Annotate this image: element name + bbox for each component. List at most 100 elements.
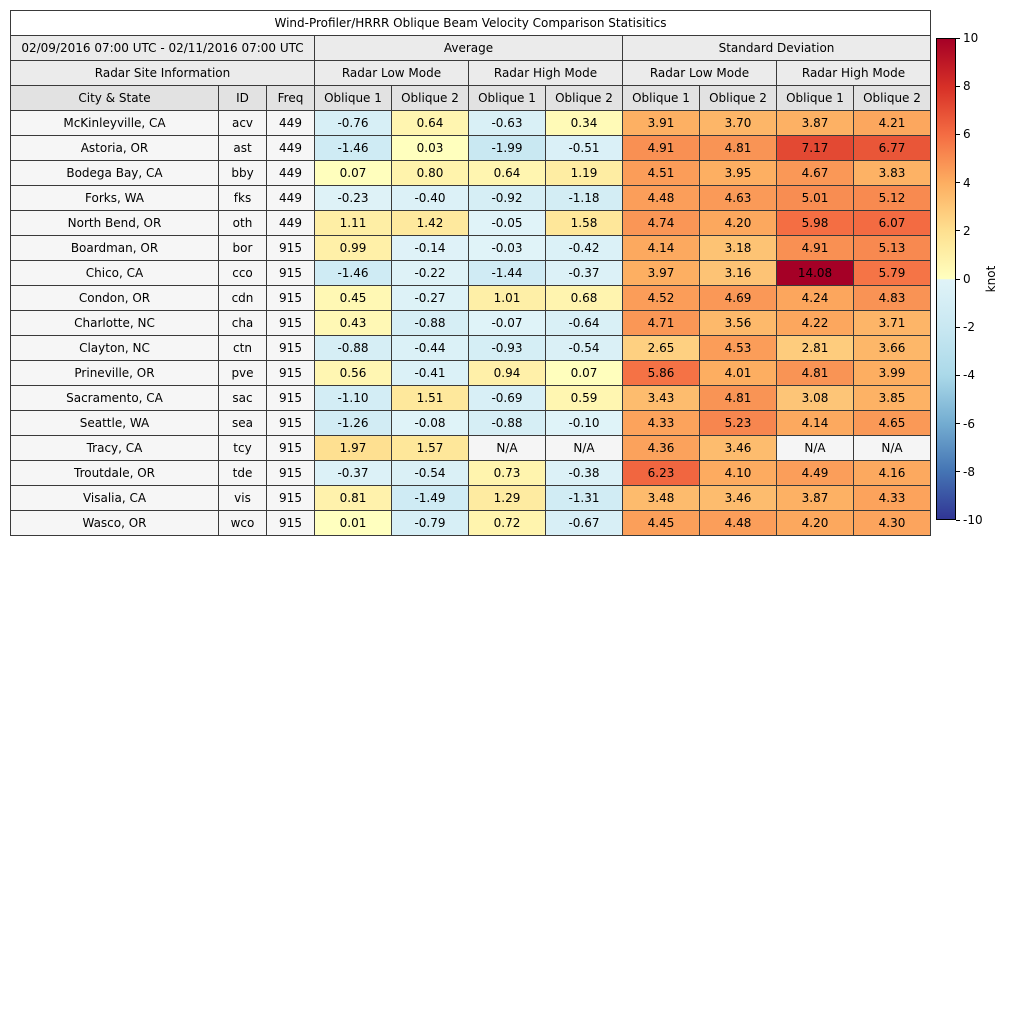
- colorbar-tick-mark: [956, 85, 960, 87]
- colorbar-tick-mark: [956, 471, 960, 473]
- value-cell: 3.43: [622, 385, 700, 411]
- value-cell: 3.95: [699, 160, 777, 186]
- colorbar-tick-label: 6: [963, 127, 971, 142]
- table-row: Bodega Bay, CA bby 449 0.07 0.80 0.64 1.19 4.51…: [10, 160, 931, 186]
- value-cell: 4.91: [776, 235, 854, 261]
- value-cell: 0.73: [468, 460, 546, 486]
- value-cell: 4.51: [622, 160, 700, 186]
- table-head: Wind-Profiler/HRRR Oblique Beam Velocity…: [10, 10, 931, 111]
- colorbar-tick-label: -2: [963, 320, 975, 335]
- colorbar-label: knot: [984, 265, 998, 293]
- oblique2-column-header: Oblique 2: [391, 85, 469, 111]
- value-cell: -0.42: [545, 235, 623, 261]
- value-cell: 0.34: [545, 110, 623, 136]
- freq-cell: 449: [266, 210, 315, 236]
- value-cell: 0.94: [468, 360, 546, 386]
- value-cell: 3.83: [853, 160, 931, 186]
- value-cell: 4.71: [622, 310, 700, 336]
- value-cell: -0.38: [545, 460, 623, 486]
- colorbar-tick-mark: [956, 37, 960, 39]
- value-cell: -0.79: [391, 510, 469, 536]
- value-cell: -0.54: [391, 460, 469, 486]
- colorbar-tick-label: -6: [963, 416, 975, 431]
- value-cell: 4.67: [776, 160, 854, 186]
- value-cell: 0.59: [545, 385, 623, 411]
- value-cell: 4.74: [622, 210, 700, 236]
- value-cell: -0.27: [391, 285, 469, 311]
- colorbar: 10 8 6 4 2 0 -2 -4 -6 -8 -10: [936, 31, 983, 527]
- site-id-cell: pve: [218, 360, 267, 386]
- freq-cell: 915: [266, 510, 315, 536]
- site-id-cell: cha: [218, 310, 267, 336]
- site-id-cell: acv: [218, 110, 267, 136]
- value-cell: 0.80: [391, 160, 469, 186]
- value-cell: 3.87: [776, 485, 854, 511]
- oblique2-column-header: Oblique 2: [853, 85, 931, 111]
- colorbar-tick-mark: [956, 278, 960, 280]
- site-id-cell: cdn: [218, 285, 267, 311]
- site-id-cell: cco: [218, 260, 267, 286]
- oblique2-column-header: Oblique 2: [545, 85, 623, 111]
- value-cell: -1.18: [545, 185, 623, 211]
- table-body: McKinleyville, CA acv 449 -0.76 0.64 -0.63 0.3…: [10, 110, 931, 536]
- table-row: Clayton, NC ctn 915 -0.88 -0.44 -0.93 -0.54 2.6…: [10, 335, 931, 361]
- value-cell: 3.91: [622, 110, 700, 136]
- city-cell: Condon, OR: [10, 285, 219, 311]
- value-cell: 5.01: [776, 185, 854, 211]
- value-cell: -0.92: [468, 185, 546, 211]
- freq-cell: 915: [266, 460, 315, 486]
- value-cell: -1.99: [468, 135, 546, 161]
- value-cell: 4.52: [622, 285, 700, 311]
- value-cell: -0.08: [391, 410, 469, 436]
- value-cell: -0.64: [545, 310, 623, 336]
- value-cell: -0.88: [314, 335, 392, 361]
- city-cell: Tracy, CA: [10, 435, 219, 461]
- oblique1-column-header: Oblique 1: [622, 85, 700, 111]
- group-header-row: 02/09/2016 07:00 UTC - 02/11/2016 07:00 …: [10, 35, 931, 61]
- value-cell: -0.51: [545, 135, 623, 161]
- value-cell: 4.45: [622, 510, 700, 536]
- value-cell: 3.08: [776, 385, 854, 411]
- value-cell: 3.48: [622, 485, 700, 511]
- value-cell: 4.48: [622, 185, 700, 211]
- value-cell: -0.37: [314, 460, 392, 486]
- value-cell: 4.63: [699, 185, 777, 211]
- value-cell: -1.10: [314, 385, 392, 411]
- city-cell: North Bend, OR: [10, 210, 219, 236]
- value-cell: -0.44: [391, 335, 469, 361]
- value-cell: -0.07: [468, 310, 546, 336]
- value-cell: -0.69: [468, 385, 546, 411]
- value-cell: 4.21: [853, 110, 931, 136]
- id-column-header: ID: [218, 85, 267, 111]
- value-cell: 1.19: [545, 160, 623, 186]
- table-row: Sacramento, CA sac 915 -1.10 1.51 -0.69 0.59 3.…: [10, 385, 931, 411]
- oblique2-column-header: Oblique 2: [699, 85, 777, 111]
- value-cell: 4.22: [776, 310, 854, 336]
- colorbar-tick-label: 0: [963, 272, 971, 286]
- value-cell: 7.17: [776, 135, 854, 161]
- value-cell: 3.56: [699, 310, 777, 336]
- value-cell: 4.81: [776, 360, 854, 386]
- value-cell: 1.42: [391, 210, 469, 236]
- value-cell: -0.76: [314, 110, 392, 136]
- city-cell: Prineville, OR: [10, 360, 219, 386]
- value-cell: -1.46: [314, 260, 392, 286]
- freq-cell: 915: [266, 410, 315, 436]
- freq-cell: 449: [266, 110, 315, 136]
- table-row: Astoria, OR ast 449 -1.46 0.03 -1.99 -0.51 4.91…: [10, 135, 931, 161]
- value-cell: -1.26: [314, 410, 392, 436]
- value-cell: 1.01: [468, 285, 546, 311]
- site-id-cell: bby: [218, 160, 267, 186]
- value-cell: 4.83: [853, 285, 931, 311]
- value-cell: 3.85: [853, 385, 931, 411]
- value-cell: 4.16: [853, 460, 931, 486]
- value-cell: -0.93: [468, 335, 546, 361]
- table-title: Wind-Profiler/HRRR Oblique Beam Velocity…: [10, 10, 931, 36]
- table-row: Boardman, OR bor 915 0.99 -0.14 -0.03 -0.42 4.1…: [10, 235, 931, 261]
- site-id-cell: oth: [218, 210, 267, 236]
- value-cell: 0.99: [314, 235, 392, 261]
- value-cell: -0.40: [391, 185, 469, 211]
- value-cell: 4.10: [699, 460, 777, 486]
- value-cell: 3.46: [699, 485, 777, 511]
- value-cell: 0.07: [314, 160, 392, 186]
